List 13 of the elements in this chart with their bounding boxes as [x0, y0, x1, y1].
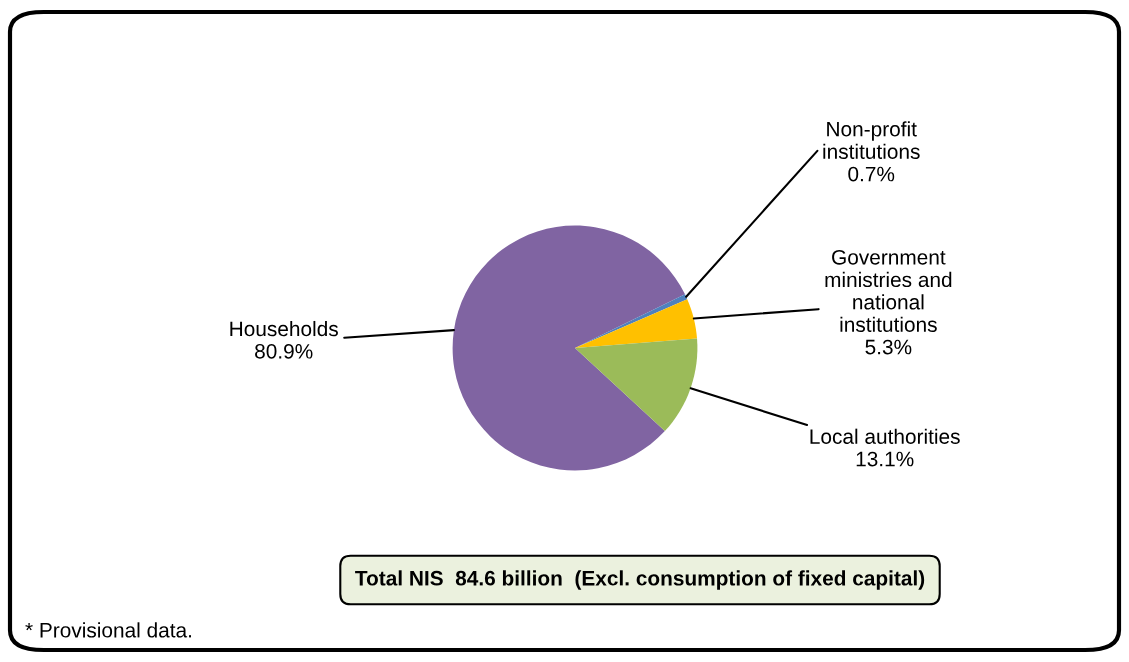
data-label: 80.9%: [255, 343, 313, 359]
pie-slice: [452, 225, 686, 471]
slice-label: Government ministries and national institutions: [825, 249, 952, 332]
data-label: 5.3%: [865, 339, 912, 355]
pie-slice: [575, 299, 698, 348]
text: Total NIS 84.6 billion (Excl. consumption of fixed capital): [355, 570, 925, 590]
pie-slice: [575, 338, 698, 432]
data-label: 13.1%: [856, 451, 914, 467]
data-label: 0.7%: [848, 166, 895, 182]
text: * Provisional data.: [25, 622, 192, 638]
slice-label: Non-profit institutions: [823, 121, 920, 159]
slice-label: Local authorities: [810, 428, 960, 444]
slice-label: Households: [230, 320, 338, 337]
